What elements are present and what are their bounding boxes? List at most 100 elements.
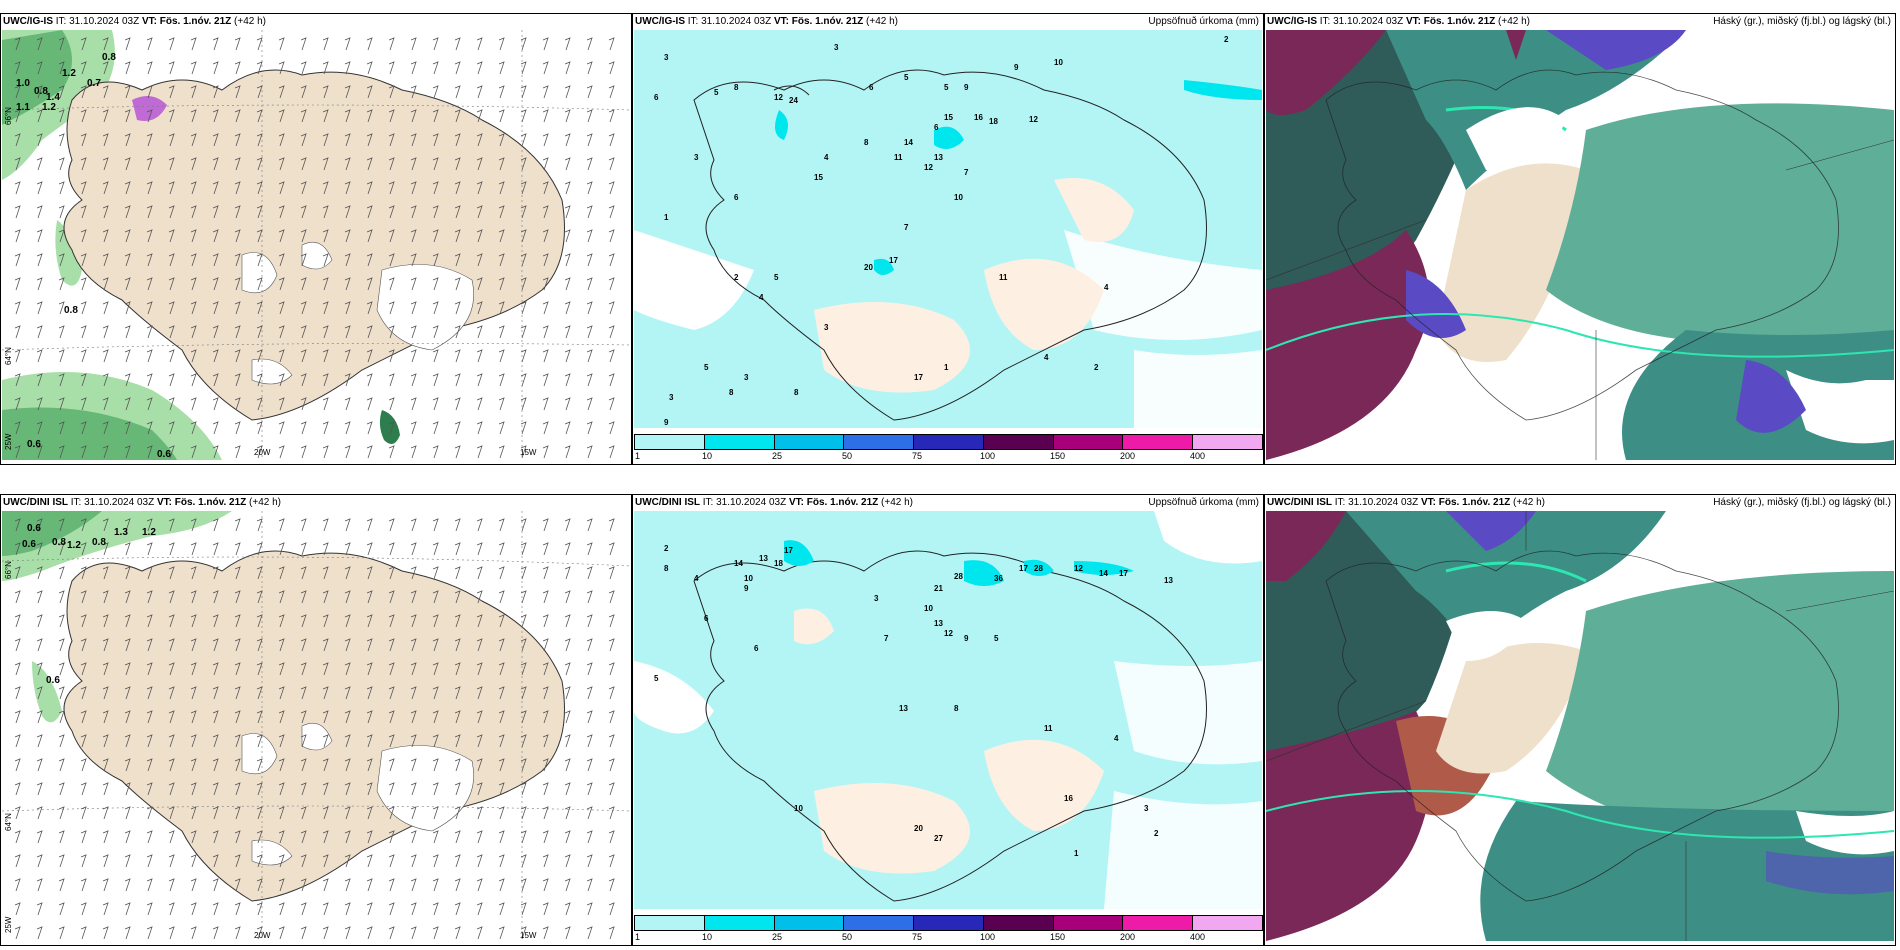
legend-tick: 50: [842, 932, 853, 942]
precip-label: 5: [944, 83, 949, 92]
precip-label: 13: [1164, 576, 1173, 585]
precip-label: 2: [664, 544, 669, 553]
wind-label: 1.2: [62, 68, 76, 79]
legend-swatch: [1123, 435, 1194, 449]
precip-label: 9: [664, 418, 669, 427]
precip-label: 6: [704, 614, 709, 623]
wind-label: 1.1: [16, 102, 30, 113]
precip-label: 12: [944, 629, 953, 638]
precip-label: 17: [784, 546, 793, 555]
cloud-map: [1266, 511, 1894, 941]
precip-label: 5: [654, 674, 659, 683]
panel-precip-top: UWC/IG-IS IT: 31.10.2024 03Z VT: Fös. 1.…: [632, 13, 1264, 465]
legend-tick: 150: [1050, 932, 1066, 942]
legend-swatch: [1193, 435, 1264, 449]
lon-label: 15W: [520, 448, 537, 457]
precip-label: 18: [989, 117, 998, 126]
legend-bar: [634, 434, 1264, 450]
precip-label: 2: [1224, 35, 1229, 44]
legend-tick: 25: [772, 932, 783, 942]
wind-label: 0.6: [46, 675, 60, 686]
precip-label: 24: [789, 96, 798, 105]
lat-label: 64°N: [4, 813, 13, 831]
lon-label: 20W: [254, 931, 271, 940]
legend-swatch: [635, 435, 705, 449]
precip-label: 11: [999, 273, 1008, 282]
legend-swatch: [1053, 435, 1124, 449]
precip-label: 11: [1044, 724, 1053, 733]
precip-label: 3: [834, 43, 839, 52]
precip-label: 8: [954, 704, 959, 713]
legend-swatch: [914, 435, 984, 449]
map-area: 0.6 0.6 0.8 1.2 0.8 1.3 1.2 0.6 66°N 64°…: [2, 511, 630, 941]
precip-label: 8: [734, 83, 739, 92]
wind-label: 1.2: [142, 527, 156, 538]
precip-label: 17: [1119, 569, 1128, 578]
precip-label: 9: [1014, 63, 1019, 72]
precip-label: 1: [944, 363, 949, 372]
precip-label: 18: [774, 559, 783, 568]
panel-title: UWC/IG-IS IT: 31.10.2024 03Z VT: Fös. 1.…: [635, 16, 898, 27]
panel-precip-bottom: UWC/DINI ISL IT: 31.10.2024 03Z VT: Fös.…: [632, 494, 1264, 946]
precip-label: 17: [889, 256, 898, 265]
wind-label: 0.8: [92, 537, 106, 548]
precip-label: 13: [759, 554, 768, 563]
wind-label: 0.8: [64, 305, 78, 316]
precip-label: 6: [654, 93, 659, 102]
precip-label: 5: [774, 273, 779, 282]
panel-title: UWC/IG-IS IT: 31.10.2024 03Z VT: Fös. 1.…: [1267, 16, 1530, 27]
map-area: [1266, 30, 1894, 460]
precip-label: 3: [669, 393, 674, 402]
lat-label: 25W: [4, 433, 13, 450]
legend-swatch: [983, 435, 1054, 449]
wind-map: 0.8 1.0 1.2 0.7 0.8 1.4 1.1 1.2 0.8 0.6 …: [2, 30, 630, 460]
wind-label: 0.6: [27, 523, 41, 534]
precip-label: 10: [924, 604, 933, 613]
precip-label: 20: [864, 263, 873, 272]
panel-wind-bottom: UWC/DINI ISL IT: 31.10.2024 03Z VT: Fös.…: [0, 494, 632, 946]
precip-label: 4: [694, 574, 699, 583]
precip-label: 5: [714, 88, 719, 97]
legend-swatch: [1193, 916, 1264, 930]
precip-label: 28: [954, 572, 963, 581]
precip-label: 4: [824, 153, 829, 162]
precip-label: 4: [1104, 283, 1109, 292]
precip-label: 15: [814, 173, 823, 182]
legend-swatch: [774, 916, 845, 930]
panel-right-title: Uppsöfnuð úrkoma (mm): [1148, 497, 1259, 508]
precip-label: 16: [974, 113, 983, 122]
wind-label: 0.8: [34, 86, 48, 97]
precip-label: 27: [934, 834, 943, 843]
precip-map: 2 4 8 5 6 14 13 10 9 17 18 28 36 17 28 1…: [634, 511, 1262, 909]
precip-label: 13: [934, 619, 943, 628]
lat-label: 66°N: [4, 107, 13, 125]
legend-tick: 200: [1120, 932, 1136, 942]
legend-ticks: 1 10 25 50 75 100 150 200 400: [634, 931, 1264, 943]
wind-label: 1.0: [16, 78, 30, 89]
precip-label: 14: [1099, 569, 1108, 578]
precip-label: 17: [914, 373, 923, 382]
lat-label: 64°N: [4, 347, 13, 365]
legend-tick: 1: [635, 451, 641, 461]
precip-label: 10: [1054, 58, 1063, 67]
precip-label: 3: [744, 373, 749, 382]
precip-label: 4: [1114, 734, 1119, 743]
wind-label: 0.8: [102, 52, 116, 63]
map-area: 0.8 1.0 1.2 0.7 0.8 1.4 1.1 1.2 0.8 0.6 …: [2, 30, 630, 460]
precip-label: 2: [1154, 829, 1159, 838]
wind-label: 1.4: [46, 92, 60, 103]
panel-title: UWC/DINI ISL IT: 31.10.2024 03Z VT: Fös.…: [635, 497, 913, 508]
precip-label: 2: [1094, 363, 1099, 372]
legend-bar: [634, 915, 1264, 931]
legend-swatch: [704, 435, 775, 449]
lat-label: 66°N: [4, 561, 13, 579]
legend-swatch: [914, 916, 984, 930]
legend-tick: 200: [1120, 451, 1136, 461]
precip-legend: 1 10 25 50 75 100 150 200 400: [634, 915, 1264, 945]
panel-wind-top: UWC/IG-IS IT: 31.10.2024 03Z VT: Fös. 1.…: [0, 13, 632, 465]
precip-label: 6: [734, 193, 739, 202]
legend-tick: 100: [980, 932, 996, 942]
map-area: 2 4 8 5 6 14 13 10 9 17 18 28 36 17 28 1…: [634, 511, 1262, 909]
wind-label: 0.6: [22, 539, 36, 550]
legend-swatch: [635, 916, 705, 930]
